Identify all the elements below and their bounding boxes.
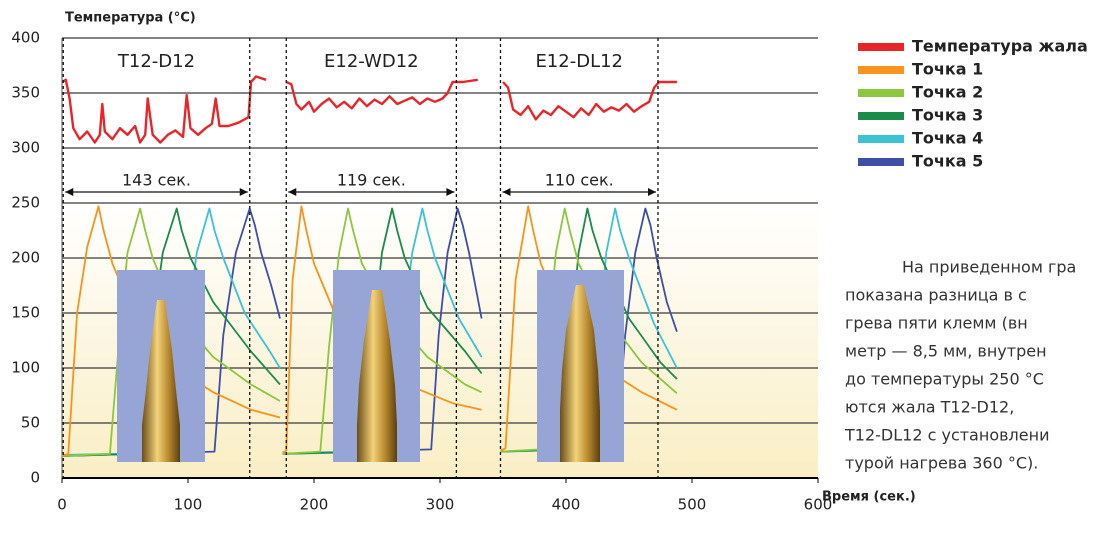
y-tick-label: 0 [30, 469, 40, 487]
paragraph-line: ются жала T12-D12, [845, 398, 1014, 417]
y-tick-label: 150 [11, 304, 40, 322]
segment-label: T12-D12 [117, 51, 195, 72]
segment-label: E12-WD12 [324, 51, 419, 72]
paragraph-line: грева пяти клемм (вн [845, 314, 1028, 333]
photo [117, 270, 205, 462]
paragraph-line: турой нагрева 360 °С). [845, 454, 1038, 473]
legend-swatch [858, 112, 904, 120]
paragraph-line: показана разница в с [845, 286, 1027, 305]
paragraph-line: метр — 8,5 мм, внутрен [845, 342, 1047, 361]
paragraph: На приведенном гра показана разница в с гр… [844, 258, 1076, 473]
series-lines [61, 75, 678, 457]
duration-label: 119 сек. [337, 171, 406, 190]
paragraph-line: На приведенном гра [902, 258, 1076, 277]
y-tick-label: 400 [11, 29, 40, 47]
x-tick-label: 100 [174, 496, 203, 514]
legend-label: Точка 4 [912, 129, 983, 148]
legend-label: Точка 2 [912, 83, 983, 102]
y-tick-label: 100 [11, 359, 40, 377]
legend: Температура жала Точка 1 Точка 2 Точка 3 Точ… [858, 37, 1088, 171]
photo [333, 270, 420, 462]
y-tick-label: 50 [21, 414, 40, 432]
y-tick-label: 300 [11, 139, 40, 157]
legend-swatch [858, 135, 904, 143]
y-tick-label: 250 [11, 194, 40, 212]
x-tick-label: 400 [552, 496, 581, 514]
x-tick-label: 600 [804, 496, 833, 514]
legend-label: Точка 5 [912, 152, 983, 171]
x-tick-label: 300 [426, 496, 455, 514]
x-tick-label: 500 [678, 496, 707, 514]
y-tick-label: 200 [11, 249, 40, 267]
grid: 0 50 100 150 200 250 300 350 400 0 100 200 300 400 500… [11, 29, 832, 514]
legend-label: Температура жала [912, 37, 1088, 56]
segment-label: E12-DL12 [535, 51, 623, 72]
legend-swatch [858, 89, 904, 97]
duration-label: 110 сек. [545, 171, 614, 190]
y-tick-label: 350 [11, 84, 40, 102]
duration-label: 143 сек. [122, 171, 191, 190]
legend-label: Точка 1 [912, 60, 983, 79]
x-axis-title: Время (сек.) [822, 490, 916, 505]
legend-swatch [858, 43, 904, 51]
photo [537, 270, 624, 462]
annotations: T12-D12 143 сек. E12-WD12 119 сек. E12-DL12 1… [62, 38, 659, 478]
photos [117, 270, 624, 462]
series-line [61, 75, 677, 144]
x-tick-label: 200 [300, 496, 329, 514]
y-axis-title: Температура (°C) [65, 11, 196, 26]
x-tick-label: 0 [57, 496, 67, 514]
paragraph-line: до температуры 250 °С [845, 370, 1044, 389]
legend-swatch [858, 158, 904, 166]
legend-label: Точка 3 [912, 106, 983, 125]
legend-swatch [858, 66, 904, 74]
paragraph-line: T12-DL12 с установлени [844, 426, 1049, 445]
